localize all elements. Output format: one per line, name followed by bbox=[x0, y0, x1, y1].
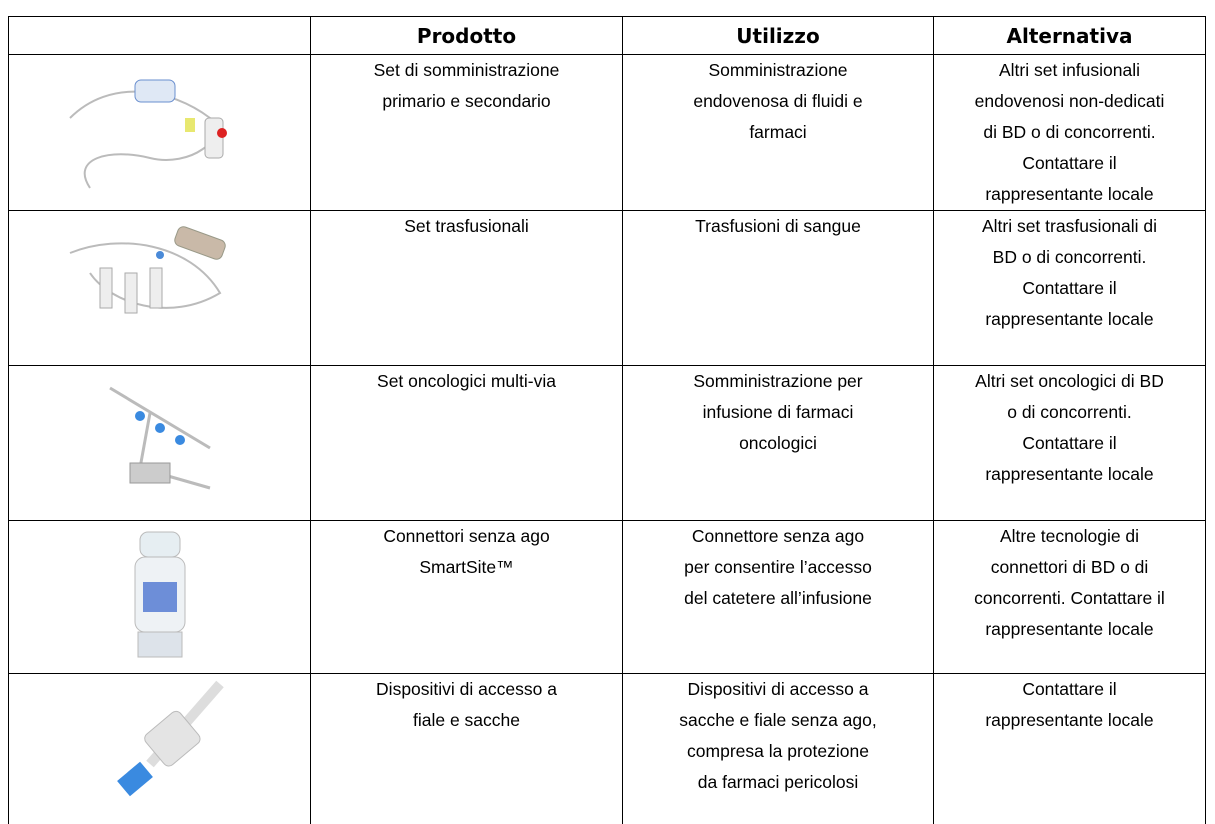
cell-line: Altri set trasfusionali di bbox=[938, 211, 1201, 242]
cell-line: rappresentante locale bbox=[938, 179, 1201, 210]
cell-line: Somministrazione per bbox=[627, 366, 929, 397]
cell-line: BD o di concorrenti. bbox=[938, 242, 1201, 273]
cell-line: Set di somministrazione bbox=[315, 55, 618, 86]
cell-line: rappresentante locale bbox=[938, 304, 1201, 335]
cell-line: rappresentante locale bbox=[938, 705, 1201, 736]
cell-line: da farmaci pericolosi bbox=[627, 767, 929, 798]
header-empty bbox=[9, 17, 311, 55]
cell-line: endovenosi non-dedicati bbox=[938, 86, 1201, 117]
cell-line: fiale e sacche bbox=[315, 705, 618, 736]
cell-line: compresa la protezione bbox=[627, 736, 929, 767]
product-image-cell bbox=[9, 55, 311, 211]
cell-line: connettori di BD o di bbox=[938, 552, 1201, 583]
cell-line: Connettori senza ago bbox=[315, 521, 618, 552]
cell-line: Dispositivi di accesso a bbox=[627, 674, 929, 705]
header-row: Prodotto Utilizzo Alternativa bbox=[9, 17, 1206, 55]
cell-line: del catetere all’infusione bbox=[627, 583, 929, 614]
cell-line: farmaci bbox=[627, 117, 929, 148]
product-image-cell bbox=[9, 366, 311, 521]
product-table: Prodotto Utilizzo Alternativa Set di som… bbox=[8, 16, 1206, 824]
table-cell: Set trasfusionali bbox=[311, 211, 623, 366]
table-cell: Set oncologici multi-via bbox=[311, 366, 623, 521]
cell-line: Altri set oncologici di BD bbox=[938, 366, 1201, 397]
cell-line: oncologici bbox=[627, 428, 929, 459]
cell-line: endovenosa di fluidi e bbox=[627, 86, 929, 117]
cell-line: Set oncologici multi-via bbox=[315, 366, 618, 397]
cell-line: Set trasfusionali bbox=[315, 211, 618, 242]
cell-line: SmartSite™ bbox=[315, 552, 618, 583]
product-image bbox=[10, 674, 310, 814]
cell-line: o di concorrenti. bbox=[938, 397, 1201, 428]
cell-line: Trasfusioni di sangue bbox=[627, 211, 929, 242]
cell-line: Contattare il bbox=[938, 273, 1201, 304]
cell-line: concorrenti. Contattare il bbox=[938, 583, 1201, 614]
cell-line: Dispositivi di accesso a bbox=[315, 674, 618, 705]
cell-line: rappresentante locale bbox=[938, 459, 1201, 490]
product-image-cell bbox=[9, 521, 311, 674]
header-cell: Prodotto bbox=[311, 17, 623, 55]
table-cell: Trasfusioni di sangue bbox=[623, 211, 934, 366]
product-image bbox=[10, 368, 310, 508]
cell-line: Contattare il bbox=[938, 674, 1201, 705]
cell-line: Connettore senza ago bbox=[627, 521, 929, 552]
cell-line: Altri set infusionali bbox=[938, 55, 1201, 86]
cell-line: di BD o di concorrenti. bbox=[938, 117, 1201, 148]
product-image bbox=[10, 213, 310, 353]
product-image-cell bbox=[9, 674, 311, 824]
cell-line: Altre tecnologie di bbox=[938, 521, 1201, 552]
product-image-cell bbox=[9, 211, 311, 366]
cell-line: Somministrazione bbox=[627, 55, 929, 86]
cell-line: Contattare il bbox=[938, 428, 1201, 459]
header-cell: Utilizzo bbox=[623, 17, 934, 55]
cell-line: infusione di farmaci bbox=[627, 397, 929, 428]
cell-line: Contattare il bbox=[938, 148, 1201, 179]
product-image bbox=[10, 522, 310, 662]
header-cell: Alternativa bbox=[934, 17, 1206, 55]
cell-line: rappresentante locale bbox=[938, 614, 1201, 645]
page: Prodotto Utilizzo Alternativa Set di som… bbox=[8, 16, 1205, 818]
cell-line: primario e secondario bbox=[315, 86, 618, 117]
cell-line: sacche e fiale senza ago, bbox=[627, 705, 929, 736]
product-image bbox=[10, 58, 310, 198]
cell-line: per consentire l’accesso bbox=[627, 552, 929, 583]
